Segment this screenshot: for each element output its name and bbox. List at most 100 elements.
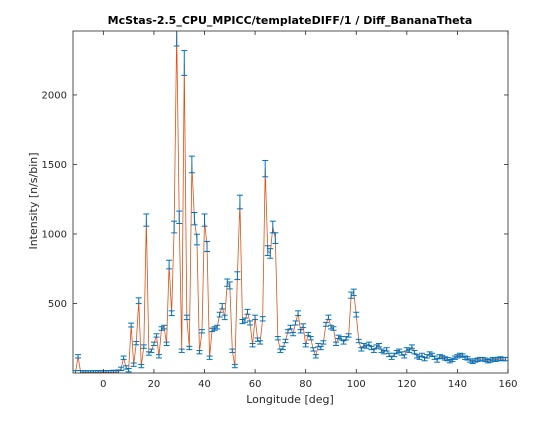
series-line: [75, 32, 506, 373]
data-point-errorbar: [125, 368, 132, 373]
data-point-errorbar: [419, 352, 426, 358]
data-point-errorbar: [350, 288, 357, 297]
x-tick-label: 140: [448, 379, 467, 390]
data-point-errorbar: [282, 338, 289, 344]
data-point-errorbar: [312, 354, 319, 359]
data-point-errorbar: [358, 347, 365, 352]
data-point-errorbar: [168, 310, 175, 317]
data-point-errorbar: [249, 343, 256, 348]
data-point-errorbar: [406, 348, 413, 353]
data-point-errorbar: [148, 348, 155, 353]
data-point-errorbar: [196, 349, 203, 355]
data-point-errorbar: [221, 314, 228, 321]
data-point-errorbar: [118, 366, 125, 371]
data-point-errorbar: [330, 326, 337, 331]
data-point-errorbar: [204, 240, 211, 253]
data-point-errorbar: [267, 248, 274, 259]
data-point-errorbar: [302, 343, 309, 348]
data-point-errorbar: [236, 194, 243, 210]
axes: 0 20 40 60 80 100 120 140 160 500 1000 1500 2000: [42, 30, 518, 390]
x-tick-label: 80: [299, 379, 312, 390]
x-axis-title: Longitude [deg]: [246, 393, 334, 406]
data-point-errorbar: [206, 355, 213, 360]
data-point-errorbar: [365, 341, 372, 346]
data-point-errorbar: [320, 340, 327, 345]
data-point-errorbar: [272, 232, 279, 245]
data-point-errorbar: [224, 278, 231, 287]
x-tick-label: 20: [148, 379, 161, 390]
data-point-errorbar: [264, 245, 271, 257]
data-point-errorbar: [274, 336, 281, 341]
data-point-errorbar: [188, 155, 195, 174]
data-point-errorbar: [244, 308, 251, 315]
data-point-errorbar: [155, 354, 162, 359]
data-point-errorbar: [408, 344, 415, 349]
data-point-errorbar: [307, 336, 314, 341]
data-point-errorbar: [259, 316, 266, 322]
x-tick-label: 100: [347, 379, 366, 390]
data-point-errorbar: [305, 331, 312, 337]
data-point-errorbar: [310, 347, 317, 352]
x-tick-label: 120: [397, 379, 416, 390]
data-point-errorbar: [173, 31, 180, 47]
axes-box: [72, 30, 509, 374]
data-point-errorbar: [191, 212, 198, 226]
data-point-errorbar: [231, 363, 238, 369]
data-point-errorbar: [317, 345, 324, 351]
data-point-errorbar: [138, 363, 145, 369]
data-point-errorbar: [216, 311, 223, 318]
plot-area: [73, 31, 508, 373]
data-point-errorbar: [214, 324, 221, 330]
data-point-errorbar: [502, 356, 508, 362]
data-point-errorbar: [353, 311, 360, 318]
data-point-errorbar: [183, 314, 190, 321]
data-point-errorbar: [153, 333, 160, 338]
data-point-errorbar: [166, 259, 173, 270]
data-point-errorbar: [201, 213, 208, 227]
data-point-errorbar: [178, 348, 185, 353]
y-axis-title: Intensity [n/s/bin]: [27, 152, 40, 249]
data-point-errorbar: [186, 345, 193, 351]
data-point-errorbar: [284, 329, 291, 334]
data-point-errorbar: [112, 369, 119, 373]
data-point-errorbar: [198, 329, 205, 334]
data-point-errorbar: [171, 220, 178, 234]
data-point-errorbar: [128, 322, 135, 328]
data-point-errorbar: [345, 333, 352, 338]
data-point-errorbar: [383, 347, 390, 352]
x-tick-label: 60: [249, 379, 262, 390]
x-tick-label: 0: [100, 379, 106, 390]
x-tick-label: 40: [198, 379, 211, 390]
data-point-errorbar: [219, 303, 226, 310]
data-point-errorbar: [234, 271, 241, 281]
data-point-errorbar: [434, 358, 441, 363]
chart-title: McStas-2.5_CPU_MPICC/templateDIFF/1 / Di…: [108, 14, 473, 27]
data-point-errorbar: [193, 233, 200, 246]
data-point-errorbar: [300, 323, 307, 329]
data-point-errorbar: [181, 50, 188, 76]
data-point-errorbar: [279, 345, 286, 351]
data-point-errorbar: [325, 314, 332, 321]
data-point-errorbar: [133, 340, 140, 346]
data-point-errorbar: [161, 324, 168, 330]
data-point-errorbar: [401, 354, 408, 359]
data-point-errorbar: [411, 349, 418, 355]
data-point-errorbar: [120, 355, 127, 360]
data-point-errorbar: [262, 159, 269, 178]
data-point-errorbar: [257, 340, 264, 345]
data-point-errorbar: [241, 317, 248, 323]
data-point-errorbar: [376, 343, 383, 348]
y-tick-label: 1500: [42, 160, 67, 171]
data-point-errorbar: [150, 341, 157, 346]
data-point-errorbar: [333, 341, 340, 346]
data-point-errorbar: [239, 319, 246, 325]
data-point-errorbar: [143, 213, 150, 227]
data-point-errorbar: [140, 344, 147, 349]
x-tick-label: 160: [498, 379, 517, 390]
y-tick-label: 500: [48, 299, 67, 310]
data-point-errorbar: [297, 329, 304, 334]
y-tick-label: 1000: [42, 229, 67, 240]
data-point-errorbar: [75, 354, 82, 359]
